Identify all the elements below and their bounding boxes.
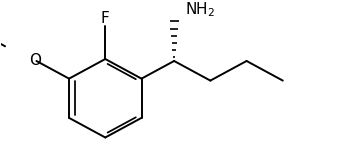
Text: F: F bbox=[101, 11, 110, 26]
Text: NH$_2$: NH$_2$ bbox=[184, 1, 215, 19]
Text: O: O bbox=[29, 53, 41, 68]
